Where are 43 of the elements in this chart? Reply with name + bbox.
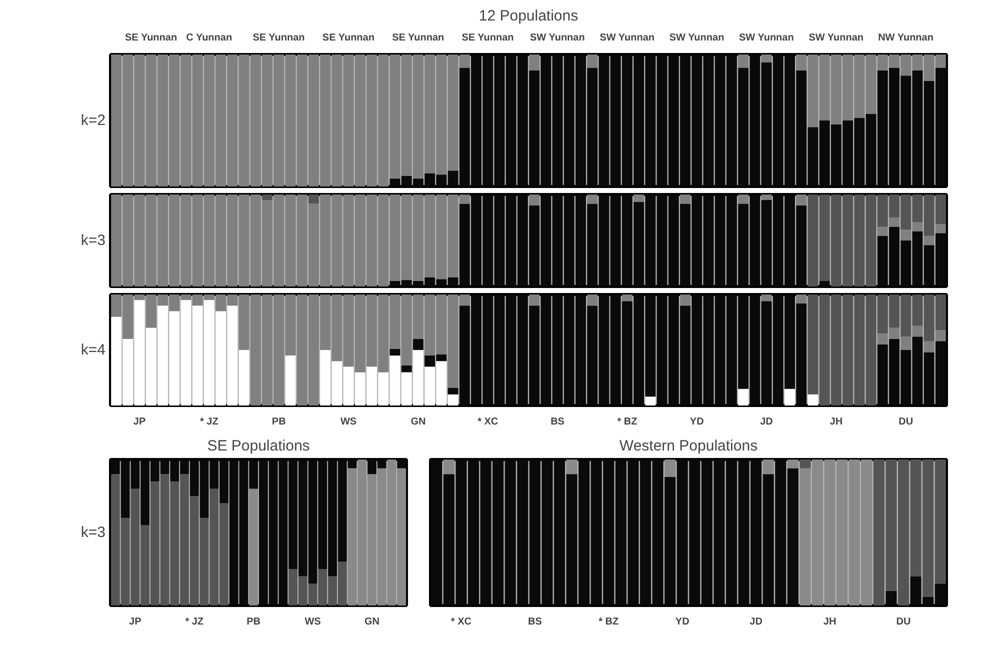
x-tick-label: SW Yunnan: [600, 32, 655, 44]
x-tick-label: JD: [760, 416, 773, 428]
y-axis-title: k=3: [80, 232, 106, 249]
x-tick-label: GN: [410, 416, 426, 428]
x-tick-label: SE Yunnan: [322, 32, 374, 44]
x-tick-label: * BZ: [617, 416, 638, 428]
x-tick-label: JH: [823, 616, 836, 628]
x-tick-label: SW Yunnan: [808, 32, 864, 44]
x-tick-label: SW Yunnan: [739, 32, 794, 44]
x-tick-label: C Yunnan: [186, 32, 232, 44]
x-tick-label: DU: [896, 616, 911, 628]
x-tick-label: SW Yunnan: [530, 32, 585, 44]
x-tick-label: * JZ: [200, 416, 218, 428]
x-tick-label: YD: [690, 416, 704, 428]
x-tick-label: YD: [675, 616, 690, 628]
x-tick-label: JP: [129, 616, 142, 628]
x-tick-label: BS: [528, 616, 542, 628]
y-axis-title: k=4: [80, 342, 106, 358]
x-tick-label: SE Yunnan: [392, 32, 444, 44]
x-tick-label: WS: [340, 416, 357, 428]
x-tick-label: PB: [246, 616, 261, 628]
x-tick-label: JH: [830, 416, 843, 428]
x-tick-label: * JZ: [185, 616, 204, 628]
x-tick-label: SE Yunnan: [252, 32, 305, 44]
x-tick-label: BS: [550, 416, 565, 428]
x-tick-label: SE Yunnan: [462, 32, 514, 44]
x-tick-label: * BZ: [598, 616, 619, 628]
x-tick-label: JP: [133, 416, 146, 428]
x-tick-label: JD: [750, 616, 762, 628]
x-tick-label: WS: [304, 616, 322, 628]
x-tick-label: * XC: [478, 416, 498, 428]
x-tick-label: PB: [272, 416, 286, 428]
x-tick-label: * XC: [450, 616, 472, 628]
chart-title: SE Populations: [207, 438, 310, 454]
x-tick-label: DU: [898, 416, 914, 428]
chart-title: 12 Populations: [478, 8, 578, 24]
x-tick-label: NW Yunnan: [878, 32, 934, 44]
x-tick-label: SE Yunnan: [125, 32, 178, 44]
y-axis-title: k=2: [80, 112, 106, 129]
x-tick-label: SW Yunnan: [669, 32, 724, 44]
chart-title: Western Populations: [619, 438, 758, 454]
x-tick-label: GN: [364, 616, 380, 628]
y-axis-title: k=3: [80, 524, 106, 541]
